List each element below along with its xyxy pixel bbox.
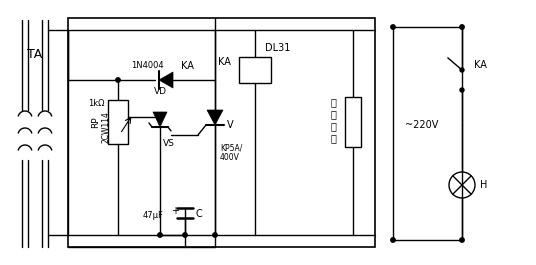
Text: VS: VS (163, 139, 175, 148)
Bar (68, 18, 375, 247)
Text: KA: KA (474, 60, 487, 70)
Text: VD: VD (153, 87, 167, 96)
Text: H: H (480, 180, 487, 190)
Bar (239, 57, 271, 83)
Bar (345, 97, 361, 147)
Circle shape (460, 68, 464, 72)
Text: KA: KA (218, 57, 231, 67)
Text: 47μF: 47μF (143, 210, 163, 219)
Text: ~220V: ~220V (405, 120, 438, 130)
Text: 2CW114: 2CW114 (101, 111, 110, 143)
Text: KA: KA (181, 61, 193, 71)
Circle shape (460, 25, 464, 29)
Circle shape (213, 233, 217, 237)
Text: 1N4004: 1N4004 (131, 61, 163, 70)
Text: V: V (227, 120, 234, 130)
Text: 载: 载 (330, 133, 336, 143)
Bar (108, 100, 128, 144)
Text: RP: RP (92, 116, 101, 128)
Text: TA: TA (27, 48, 43, 61)
Polygon shape (153, 112, 167, 127)
Text: C: C (195, 209, 202, 219)
Circle shape (158, 233, 162, 237)
Polygon shape (159, 72, 173, 88)
Circle shape (460, 238, 464, 242)
Text: 负: 负 (330, 121, 336, 131)
Circle shape (449, 172, 475, 198)
Text: KP5A/: KP5A/ (220, 144, 242, 152)
Circle shape (116, 78, 120, 82)
Text: DL31: DL31 (265, 43, 291, 53)
Circle shape (391, 25, 395, 29)
Text: 400V: 400V (220, 153, 240, 162)
Circle shape (391, 238, 395, 242)
Polygon shape (207, 110, 223, 125)
Text: 次: 次 (330, 109, 336, 119)
Circle shape (460, 88, 464, 92)
Text: +: + (171, 206, 179, 216)
Circle shape (183, 233, 187, 237)
Text: 二: 二 (330, 97, 336, 107)
Text: 1kΩ: 1kΩ (88, 99, 104, 108)
